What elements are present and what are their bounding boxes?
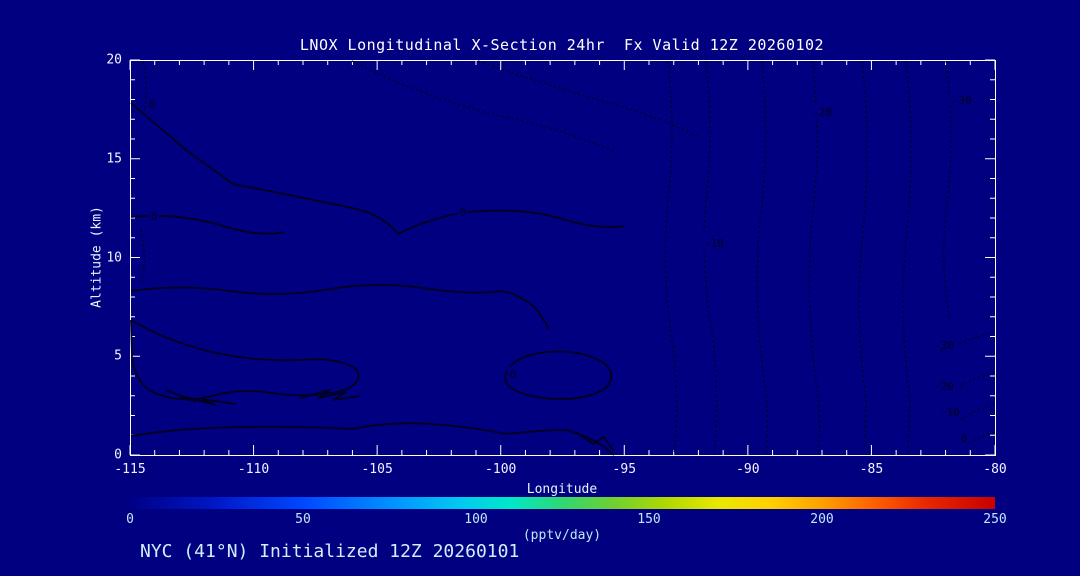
contour-label-bg xyxy=(148,209,160,222)
contour-label: 0 xyxy=(961,432,968,445)
x-tick-label: -95 xyxy=(612,462,637,477)
contour-label: -20 xyxy=(812,106,832,119)
x-tick-label: -80 xyxy=(983,462,1007,477)
contour-line-solid xyxy=(165,389,237,406)
contour-line-dotted xyxy=(756,60,769,456)
colorbar-tick-label: 250 xyxy=(983,512,1007,527)
contour-label: 0 xyxy=(460,206,467,219)
colorbar-tick-label: 50 xyxy=(295,512,311,527)
colorbar-units: (pptv/day) xyxy=(522,528,602,543)
y-tick-label: 20 xyxy=(106,52,122,68)
contour-line-dotted xyxy=(703,60,718,456)
contour-line-dotted xyxy=(351,60,617,153)
contour-line-solid xyxy=(504,350,613,400)
contour-label-bg xyxy=(507,367,519,380)
contour-line-solid xyxy=(130,284,550,330)
init-caption: NYC (41°N) Initialized 12Z 20260101 xyxy=(140,541,520,562)
y-tick-label: 0 xyxy=(114,447,122,463)
contour-label: 0 xyxy=(510,368,517,381)
colorbar-tick-label: 0 xyxy=(126,512,134,527)
contour-label-bg xyxy=(809,105,835,118)
contour-label-bg xyxy=(937,405,963,418)
chart-title: LNOX Longitudinal X-Section 24hr Fx Vali… xyxy=(299,36,825,54)
contour-label-bg xyxy=(701,236,727,249)
contour-line-dotted xyxy=(142,61,147,113)
y-tick-label: 5 xyxy=(114,348,122,364)
contour-line-solid xyxy=(130,422,615,456)
contour-line-solid xyxy=(130,102,625,236)
contour-label: 0 xyxy=(149,98,156,111)
contour-line-dotted xyxy=(902,60,912,453)
contour-label-bg xyxy=(457,205,469,218)
contour-line-dotted xyxy=(477,60,698,137)
x-tick-label: -105 xyxy=(361,462,393,477)
colorbar-tick-label: 150 xyxy=(637,512,661,527)
contour-label-bg xyxy=(949,93,975,106)
y-tick-label: 15 xyxy=(106,151,122,167)
contour-line-dotted xyxy=(664,60,678,456)
x-axis-label: Longitude xyxy=(526,482,598,497)
contour-line-solid xyxy=(130,319,360,401)
contour-label: -30 xyxy=(934,339,954,352)
contour-label: -30 xyxy=(952,94,972,107)
contour-label: -10 xyxy=(704,237,724,250)
colorbar xyxy=(130,497,995,509)
contour-line-solid xyxy=(575,431,614,451)
x-tick-label: -115 xyxy=(114,462,146,477)
x-tick-label: -100 xyxy=(485,462,517,477)
contour-line-dotted xyxy=(958,403,995,421)
contour-line-dotted xyxy=(968,431,995,444)
contour-label: -10 xyxy=(940,406,960,419)
contour-line-dotted xyxy=(140,229,145,283)
y-tick-label: 10 xyxy=(106,250,122,265)
colorbar-tick-label: 200 xyxy=(810,512,834,527)
contour-label-bg xyxy=(931,379,957,392)
contour-label: -20 xyxy=(934,380,954,393)
contour-label-bg xyxy=(958,431,970,444)
contour-label-bg xyxy=(146,97,158,110)
x-tick-label: -110 xyxy=(237,462,270,477)
contour-label-bg xyxy=(931,338,957,351)
contour-line-solid xyxy=(299,389,361,401)
contour-line-dotted xyxy=(808,60,821,456)
x-tick-label: -90 xyxy=(736,462,760,477)
contour-line-dotted xyxy=(858,60,868,456)
x-tick-label: -85 xyxy=(859,462,884,477)
colorbar-tick-label: 100 xyxy=(464,512,488,527)
contour-label: 0 xyxy=(151,210,158,223)
